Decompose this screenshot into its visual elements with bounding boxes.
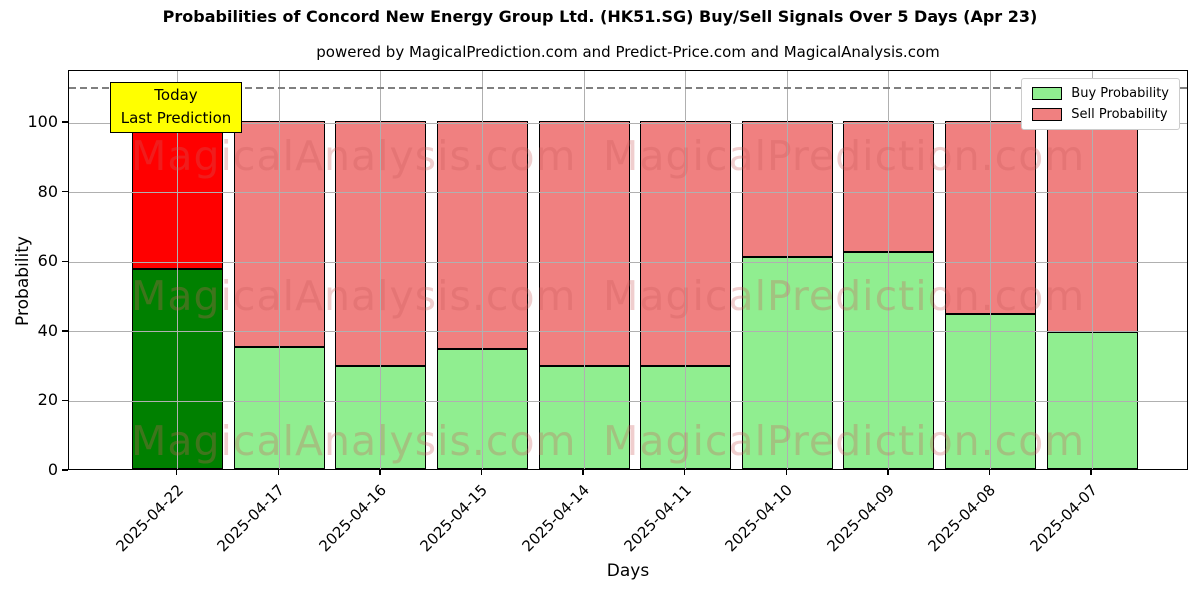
x-axis-title: Days — [606, 561, 650, 581]
x-tick-mark — [277, 470, 280, 475]
y-tick-mark — [62, 399, 68, 402]
x-tick-mark — [175, 470, 178, 475]
legend-swatch-sell — [1032, 108, 1063, 121]
y-tick-mark — [62, 260, 68, 263]
x-tick-mark — [582, 470, 584, 475]
horizontal-gridline — [69, 331, 1187, 333]
x-tick-label: 2025-04-08 — [924, 481, 1000, 556]
watermark-layer: MagicalAnalysis.com MagicalPrediction.com… — [69, 71, 1187, 469]
x-tick-mark — [379, 470, 381, 475]
threshold-dashed-line — [69, 87, 1187, 89]
y-tick-mark — [62, 121, 68, 123]
x-tick-mark — [683, 470, 686, 475]
annotation-line-2: Last Prediction — [120, 109, 232, 128]
legend-label-buy: Buy Probability — [1071, 86, 1169, 101]
vertical-gridline — [583, 71, 585, 469]
plot-area: MagicalAnalysis.com MagicalPrediction.com… — [68, 70, 1188, 470]
y-tick-label: 80 — [37, 181, 58, 201]
vertical-gridline — [990, 71, 991, 469]
x-tick-label: 2025-04-17 — [213, 481, 289, 556]
y-tick-label: 20 — [37, 390, 58, 410]
x-tick-label: 2025-04-15 — [416, 481, 492, 556]
x-tick-label: 2025-04-16 — [315, 481, 390, 556]
watermark-text: MagicalAnalysis.com — [131, 272, 577, 320]
annotation-line-1: Today — [154, 86, 198, 104]
legend-swatch-buy — [1032, 87, 1063, 100]
grid-layer — [69, 71, 1187, 469]
legend-entry-buy: Buy Probability — [1032, 86, 1169, 101]
y-tick-mark — [62, 190, 68, 193]
today-annotation-box: Today Last Prediction — [110, 82, 242, 133]
vertical-gridline — [177, 71, 179, 469]
y-tick-label: 40 — [37, 320, 58, 340]
y-tick-label: 60 — [37, 251, 58, 271]
watermark-text: MagicalPrediction.com — [603, 132, 1086, 180]
vertical-gridline — [482, 71, 483, 469]
vertical-gridline — [1091, 71, 1093, 469]
x-tick-mark — [988, 470, 991, 475]
horizontal-gridline — [69, 261, 1187, 263]
chart-title: Probabilities of Concord New Energy Grou… — [162, 7, 1038, 26]
horizontal-gridline — [69, 192, 1187, 194]
vertical-gridline — [888, 71, 890, 469]
horizontal-gridline — [69, 122, 1187, 124]
legend: Buy Probability Sell Probability — [1021, 78, 1180, 130]
vertical-gridline — [685, 71, 687, 469]
x-tick-label: 2025-04-07 — [1026, 481, 1101, 556]
x-tick-mark — [1090, 470, 1092, 475]
x-tick-mark — [480, 470, 483, 475]
vertical-gridline — [278, 71, 280, 469]
watermark-text: MagicalPrediction.com — [603, 417, 1086, 465]
y-tick-mark — [62, 330, 68, 332]
vertical-gridline — [786, 71, 788, 469]
legend-entry-sell: Sell Probability — [1032, 107, 1169, 122]
x-tick-mark — [887, 470, 889, 475]
y-tick-label: 0 — [47, 460, 58, 479]
x-tick-label: 2025-04-14 — [518, 481, 593, 556]
x-tick-label: 2025-04-10 — [721, 481, 797, 556]
y-tick-label: 100 — [27, 112, 58, 132]
watermark-text: MagicalAnalysis.com — [131, 132, 577, 180]
legend-label-sell: Sell Probability — [1071, 107, 1168, 122]
x-tick-label: 2025-04-09 — [823, 481, 898, 556]
x-tick-label: 2025-04-11 — [620, 481, 695, 556]
x-tick-mark — [785, 470, 788, 475]
y-axis-title: Probability — [13, 236, 33, 326]
horizontal-gridline — [69, 400, 1187, 402]
watermark-text: MagicalPrediction.com — [603, 272, 1086, 320]
watermark-text: MagicalAnalysis.com — [131, 417, 577, 465]
x-tick-label: 2025-04-22 — [112, 481, 187, 556]
vertical-gridline — [380, 71, 382, 469]
y-tick-mark — [62, 469, 68, 471]
chart-subtitle: powered by MagicalPrediction.com and Pre… — [316, 43, 940, 61]
